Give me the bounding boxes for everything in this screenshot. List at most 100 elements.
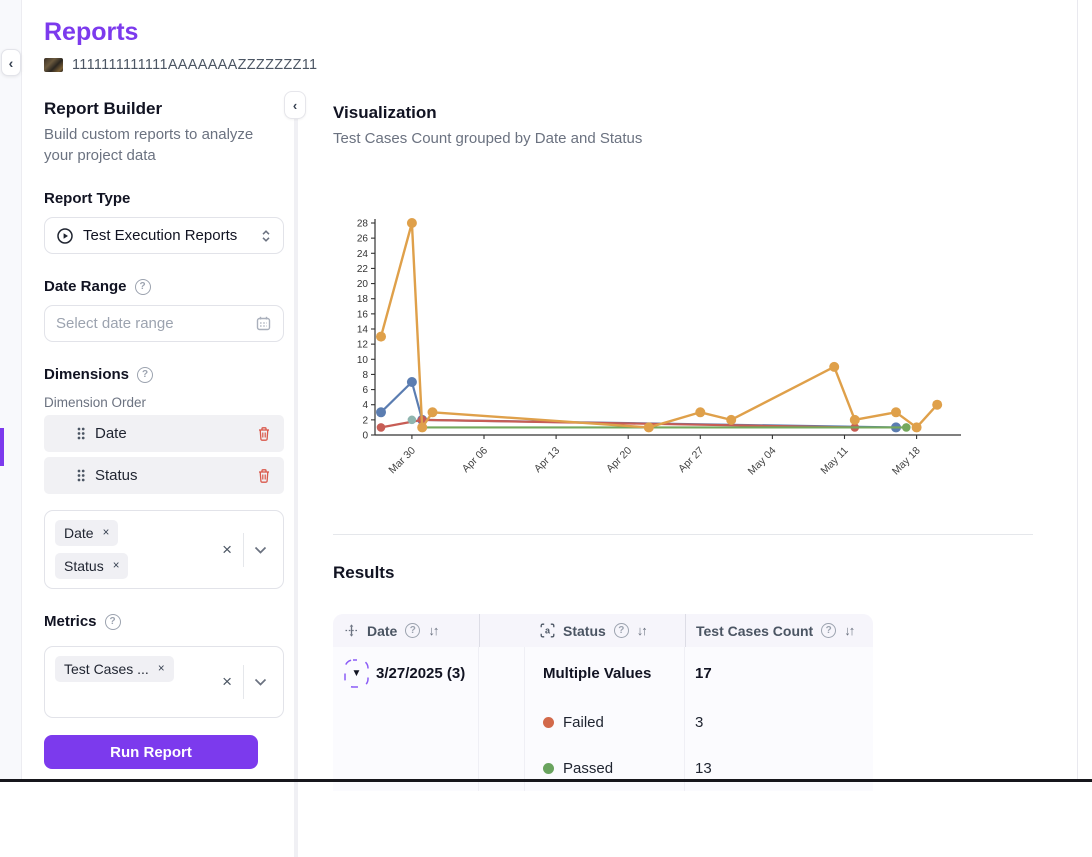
svg-text:18: 18	[357, 294, 369, 305]
svg-text:6: 6	[362, 385, 368, 396]
chevron-updown-icon	[260, 228, 272, 244]
table-row: Failed 3	[333, 699, 873, 745]
svg-text:20: 20	[357, 279, 369, 290]
date-value: 3/27/2025 (3)	[376, 665, 465, 682]
svg-text:28: 28	[357, 219, 369, 230]
play-circle-icon	[56, 227, 74, 245]
help-icon[interactable]: ?	[405, 623, 420, 638]
divider	[1077, 0, 1078, 782]
count-value: 3	[695, 714, 703, 731]
sort-icon[interactable]: ↓↑	[428, 623, 437, 638]
nav-active-indicator	[0, 428, 4, 466]
count-value: 17	[695, 665, 712, 682]
sort-icon[interactable]: ↓↑	[637, 623, 646, 638]
svg-text:26: 26	[357, 234, 369, 245]
chevron-left-icon: ‹	[293, 98, 297, 113]
clear-selection-icon[interactable]: ×	[211, 672, 243, 692]
svg-text:0: 0	[362, 431, 368, 442]
visualization-subtitle: Test Cases Count grouped by Date and Sta…	[333, 130, 1078, 147]
metrics-label: Metrics ?	[44, 613, 284, 630]
results-table-body: ▼ 3/27/2025 (3) Multiple Values 17 Failed 3 Pa…	[333, 647, 873, 791]
results-table: Date ? ↓↑ a Status ? ↓↑ Test Cases Count	[333, 614, 873, 791]
svg-text:14: 14	[357, 325, 369, 336]
metrics-multiselect[interactable]: Test Cases ... × ×	[44, 646, 284, 718]
chip-remove-icon[interactable]: ×	[103, 527, 110, 539]
dimension-chips: Date × Status ×	[55, 520, 211, 579]
trash-icon[interactable]	[257, 468, 271, 484]
help-icon[interactable]: ?	[821, 623, 836, 638]
project-row: 1111111111111AAAAAAAZZZZZZZ11	[44, 57, 1078, 73]
column-header-date[interactable]: Date ? ↓↑	[333, 614, 479, 647]
status-value: Multiple Values	[543, 665, 651, 682]
svg-text:8: 8	[362, 370, 368, 381]
sort-icon[interactable]: ↓↑	[844, 623, 853, 638]
group-by-icon: a	[540, 623, 555, 638]
svg-text:May 11: May 11	[818, 445, 850, 477]
svg-text:10: 10	[357, 355, 369, 366]
divider	[333, 534, 1033, 535]
report-builder-description: Build custom reports to analyze your pro…	[44, 125, 256, 166]
visualization-title: Visualization	[333, 103, 1078, 123]
svg-text:22: 22	[357, 264, 369, 275]
collapsed-nav-rail: ‹	[0, 0, 22, 782]
status-value: Failed	[563, 714, 604, 731]
svg-text:May 18: May 18	[890, 445, 923, 478]
report-builder-title: Report Builder	[44, 99, 284, 119]
visualization-panel: Visualization Test Cases Count grouped b…	[314, 87, 1078, 727]
panel-collapse-button[interactable]: ‹	[284, 91, 306, 119]
svg-text:16: 16	[357, 309, 369, 320]
drag-handle-icon[interactable]	[76, 468, 86, 483]
svg-text:Apr 13: Apr 13	[532, 445, 562, 475]
nav-collapse-button[interactable]: ‹	[1, 49, 21, 76]
chip-remove-icon[interactable]: ×	[158, 663, 165, 675]
chip-remove-icon[interactable]: ×	[113, 560, 120, 572]
dimensions-multiselect[interactable]: Date × Status × ×	[44, 510, 284, 589]
dimension-order-item[interactable]: Date	[44, 415, 284, 452]
help-icon[interactable]: ?	[105, 614, 121, 630]
chip-label: Date	[64, 525, 94, 541]
status-value: Passed	[563, 760, 613, 777]
status-dot	[543, 717, 554, 728]
help-icon[interactable]: ?	[137, 367, 153, 383]
chip-label: Test Cases ...	[64, 661, 149, 677]
dimension-label: Date	[95, 425, 248, 442]
help-icon[interactable]: ?	[614, 623, 629, 638]
help-icon[interactable]: ?	[135, 279, 151, 295]
column-header-count[interactable]: Test Cases Count ? ↓↑	[685, 614, 873, 647]
report-type-label: Report Type	[44, 190, 284, 207]
drag-handle-icon[interactable]	[76, 426, 86, 441]
date-range-label: Date Range ?	[44, 278, 284, 295]
move-icon	[344, 623, 359, 638]
svg-text:24: 24	[357, 249, 369, 260]
project-name: 1111111111111AAAAAAAZZZZZZZ11	[72, 57, 317, 73]
dimensions-label: Dimensions ?	[44, 366, 284, 383]
page-title: Reports	[44, 18, 1078, 47]
divider	[294, 91, 298, 857]
svg-text:2: 2	[362, 415, 368, 426]
column-header-status[interactable]: a Status ? ↓↑	[479, 614, 685, 647]
trash-icon[interactable]	[257, 426, 271, 442]
status-dot	[543, 763, 554, 774]
chevron-down-icon[interactable]	[244, 675, 277, 689]
chip-label: Status	[64, 558, 104, 574]
report-type-select[interactable]: Test Execution Reports	[44, 217, 284, 254]
chevron-down-icon[interactable]	[244, 543, 277, 557]
table-row-group: ▼ 3/27/2025 (3) Multiple Values 17	[333, 647, 873, 699]
selected-chip: Status ×	[55, 553, 128, 579]
project-avatar	[44, 58, 63, 72]
results-title: Results	[333, 563, 1078, 583]
date-range-input[interactable]: Select date range	[44, 305, 284, 342]
expand-toggle[interactable]: ▼	[344, 659, 369, 688]
svg-text:May 04: May 04	[746, 445, 779, 478]
svg-text:a: a	[545, 626, 551, 636]
chevron-left-icon: ‹	[9, 55, 14, 71]
clear-selection-icon[interactable]: ×	[211, 540, 243, 560]
date-range-placeholder: Select date range	[56, 315, 246, 332]
dimension-order-item[interactable]: Status	[44, 457, 284, 494]
run-report-button[interactable]: Run Report	[44, 735, 258, 769]
reports-page: Reports 1111111111111AAAAAAAZZZZZZZ11 Re…	[22, 0, 1078, 782]
metric-chips: Test Cases ... ×	[55, 656, 211, 708]
selected-chip: Date ×	[55, 520, 118, 546]
